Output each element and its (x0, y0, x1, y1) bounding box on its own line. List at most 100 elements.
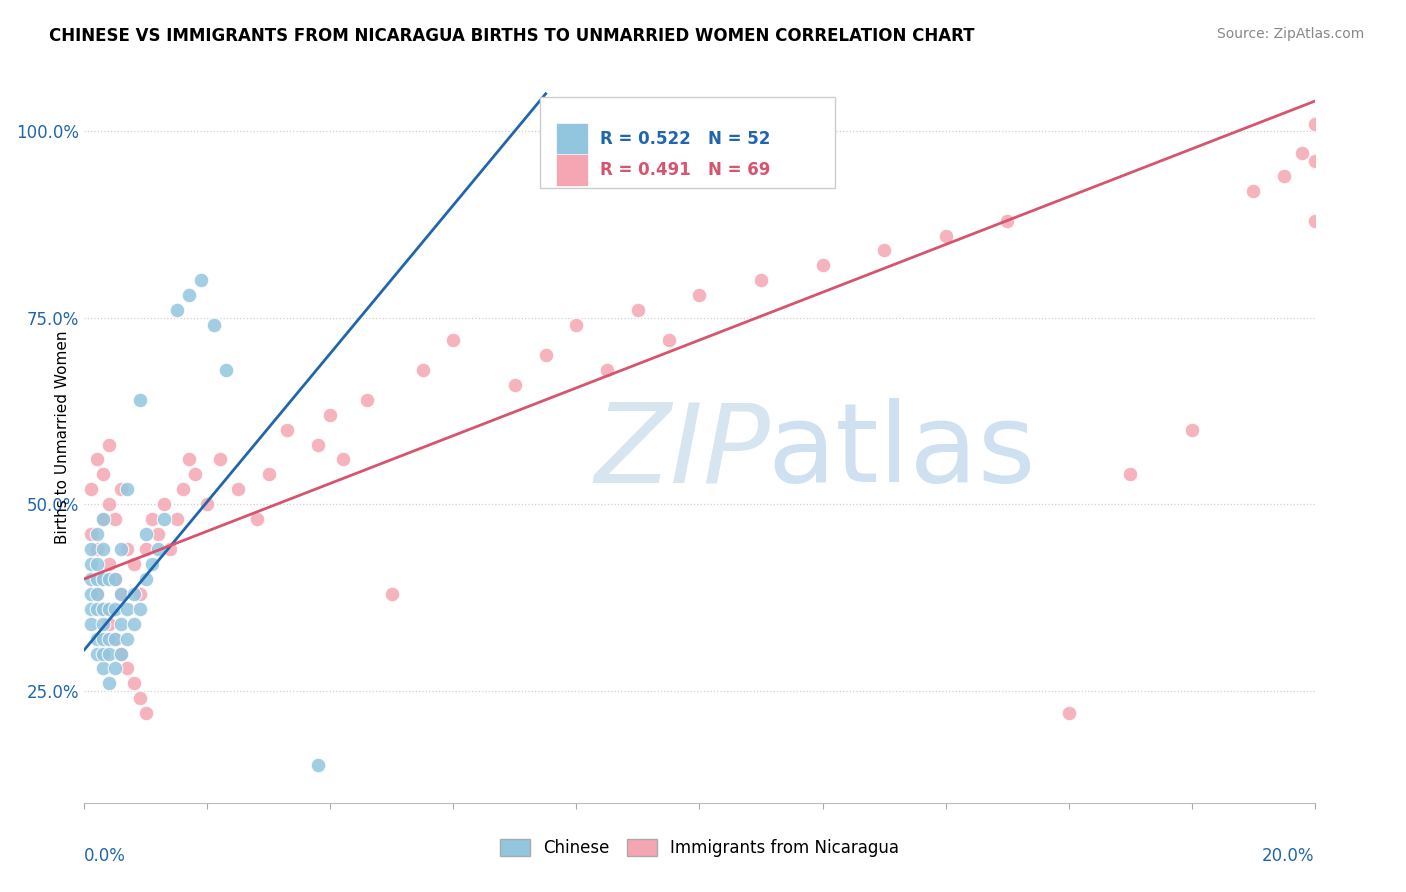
Point (627, 303, 650, 318)
Point (153, 512, 176, 526)
Point (117, 601, 139, 615)
Point (79, 601, 101, 615)
Point (257, 467, 280, 482)
Point (110, 647, 132, 661)
Point (122, 676, 145, 690)
Point (91, 601, 114, 615)
Point (110, 483, 132, 497)
Point (104, 632, 127, 646)
Point (381, 587, 404, 601)
Point (104, 572, 127, 586)
Point (1291, 146, 1313, 161)
Point (91, 512, 114, 526)
Point (91, 647, 114, 661)
Point (443, 333, 465, 347)
Point (86, 587, 108, 601)
Point (1241, 184, 1264, 198)
Point (1303, 153, 1326, 168)
Point (184, 467, 207, 482)
Point (202, 318, 225, 332)
Point (689, 288, 711, 302)
Point (91, 616, 114, 631)
Point (86, 647, 108, 661)
Point (1272, 169, 1295, 183)
Point (226, 483, 249, 497)
Point (98, 497, 120, 511)
Point (177, 288, 200, 302)
Point (117, 542, 139, 557)
Point (98, 437, 120, 451)
FancyBboxPatch shape (555, 153, 588, 186)
Text: CHINESE VS IMMIGRANTS FROM NICARAGUA BIRTHS TO UNMARRIED WOMEN CORRELATION CHART: CHINESE VS IMMIGRANTS FROM NICARAGUA BIR… (49, 27, 974, 45)
Text: R = 0.522   N = 52: R = 0.522 N = 52 (600, 130, 770, 148)
Point (596, 363, 619, 377)
Point (658, 333, 681, 347)
Point (110, 647, 132, 661)
Point (79, 542, 101, 557)
Point (319, 408, 342, 422)
Point (98, 676, 120, 690)
Point (79, 483, 101, 497)
Point (122, 557, 145, 571)
Point (79, 527, 101, 541)
Point (141, 512, 163, 526)
Text: R = 0.491   N = 69: R = 0.491 N = 69 (600, 161, 770, 178)
Point (135, 527, 157, 541)
Point (117, 483, 139, 497)
Point (91, 601, 114, 615)
Point (307, 437, 329, 451)
Point (148, 527, 170, 541)
Point (1057, 706, 1080, 721)
Point (197, 497, 219, 511)
Text: 0.0%: 0.0% (84, 847, 127, 864)
Point (128, 392, 150, 407)
Y-axis label: Births to Unmarried Women: Births to Unmarried Women (55, 330, 70, 544)
Point (104, 601, 127, 615)
Point (79, 557, 101, 571)
Point (79, 572, 101, 586)
Point (1119, 467, 1142, 482)
Point (276, 423, 298, 437)
Point (98, 601, 120, 615)
Point (122, 616, 145, 631)
Point (86, 601, 108, 615)
Point (98, 647, 120, 661)
Point (98, 557, 120, 571)
Point (811, 259, 834, 273)
Point (91, 467, 114, 482)
Legend: Chinese, Immigrants from Nicaragua: Chinese, Immigrants from Nicaragua (494, 832, 905, 864)
Point (104, 661, 127, 675)
Point (995, 213, 1018, 227)
Point (190, 273, 212, 287)
Point (79, 616, 101, 631)
Text: 20.0%: 20.0% (1263, 847, 1315, 864)
Point (79, 587, 101, 601)
Point (86, 587, 108, 601)
Point (91, 572, 114, 586)
Point (110, 616, 132, 631)
Point (86, 542, 108, 557)
Text: atlas: atlas (768, 398, 1036, 505)
Point (148, 542, 170, 557)
Point (534, 348, 557, 362)
Point (873, 244, 896, 258)
Point (159, 542, 181, 557)
Point (1303, 117, 1326, 131)
Point (91, 661, 114, 675)
Point (215, 363, 238, 377)
Point (749, 273, 772, 287)
Text: ZIP: ZIP (595, 398, 770, 505)
Point (246, 512, 269, 526)
Point (86, 557, 108, 571)
Point (135, 572, 157, 586)
Point (86, 632, 108, 646)
Point (172, 483, 194, 497)
Point (104, 572, 127, 586)
Point (356, 392, 378, 407)
Point (104, 632, 127, 646)
Point (98, 572, 120, 586)
Point (110, 587, 132, 601)
Point (110, 542, 132, 557)
Text: Source: ZipAtlas.com: Source: ZipAtlas.com (1216, 27, 1364, 41)
Point (98, 632, 120, 646)
